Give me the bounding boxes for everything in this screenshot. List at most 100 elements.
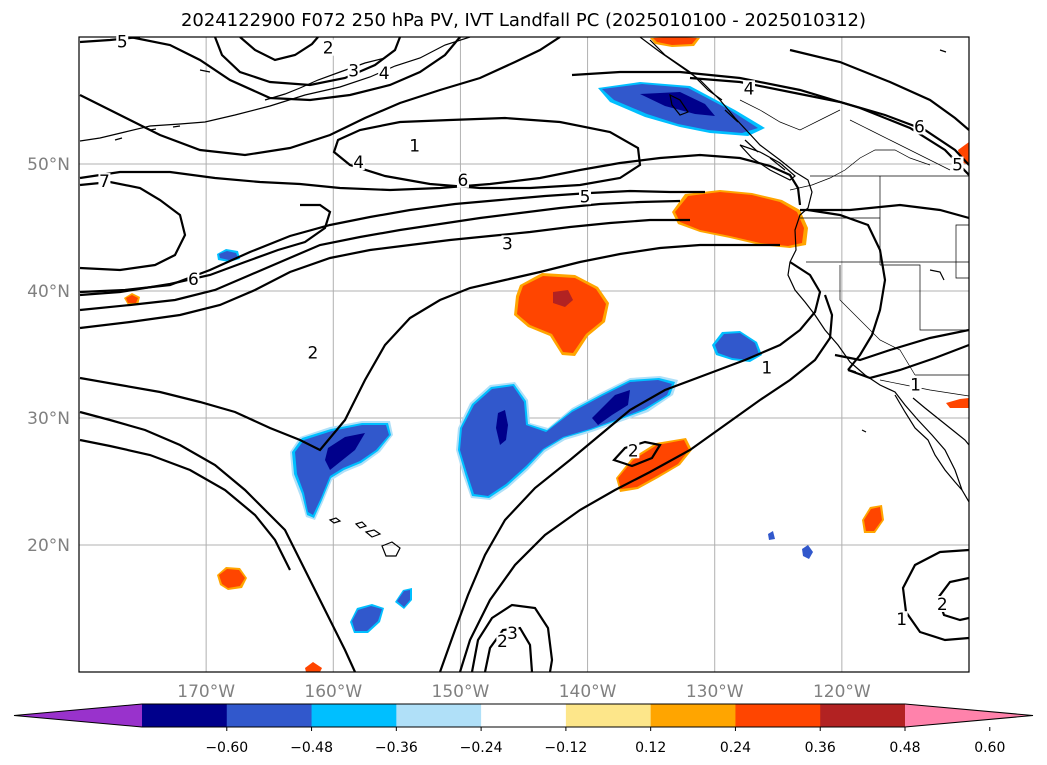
contour-label-bg <box>187 270 200 287</box>
shade-pos-west-small-in <box>126 295 138 303</box>
contour-label-bg <box>936 595 949 612</box>
contour-label: 1 <box>910 375 921 395</box>
contour-label: 2 <box>323 39 334 59</box>
shade-neg-bc-core <box>640 92 715 116</box>
shade-pos-mid-core <box>553 290 573 307</box>
colorbar-segment <box>735 704 821 727</box>
contour-label: 5 <box>580 187 591 207</box>
shade-pos-mid <box>517 276 606 353</box>
contour-label: 5 <box>117 32 128 52</box>
map-title: 2024122900 F072 250 hPa PV, IVT Landfall… <box>180 10 867 31</box>
contour-label-bg <box>760 359 773 376</box>
contour-4-north <box>129 37 461 102</box>
contour-label-bg <box>306 344 319 361</box>
contour-label: 3 <box>507 624 518 644</box>
contour-2-south-loop <box>79 438 291 571</box>
contour-label: 2 <box>937 595 948 615</box>
contour-1-main <box>79 410 357 672</box>
shade-neg-central-core1 <box>496 410 508 445</box>
contour-label-bg <box>506 625 519 642</box>
colorbar-segment <box>311 704 397 727</box>
contour-label-bg <box>456 171 469 188</box>
contour-label-bg <box>951 156 964 173</box>
shade-neg-tiny-2 <box>768 531 775 540</box>
contour-label: 7 <box>99 172 110 192</box>
contour-2-central <box>438 261 822 672</box>
shade-pos-hawaii-sw <box>219 569 245 588</box>
lat-tick-label: 40°N <box>27 282 70 302</box>
colorbar-segment <box>142 704 228 727</box>
colorbar-extend-high <box>905 704 1033 727</box>
lon-tick-label: 120°W <box>813 682 871 702</box>
contour-label: 6 <box>188 270 199 290</box>
shade-pos-bottom-small <box>305 662 322 672</box>
contour-2-closed-se <box>612 440 662 468</box>
lon-tick-label: 160°W <box>304 682 362 702</box>
shade-neg-small-dateline-in <box>219 251 238 260</box>
contour-label: 2 <box>308 344 319 364</box>
contour-label-bg <box>378 65 391 82</box>
contour-6-main <box>79 153 802 206</box>
contour-label-bg <box>116 33 129 50</box>
colorbar-tick-label: −0.12 <box>544 740 587 756</box>
plot-frame <box>78 36 970 673</box>
contour-label-bg <box>743 80 756 97</box>
colorbar-segment <box>481 704 567 727</box>
colorbar-tick-label: −0.24 <box>460 740 503 756</box>
contour-4-main <box>79 199 681 312</box>
colorbar-tick-label: −0.60 <box>205 740 248 756</box>
colorbar-segment <box>820 704 906 727</box>
shade-neg-tiny-1 <box>802 545 813 559</box>
contour-label: 1 <box>761 359 772 379</box>
contour-label: 4 <box>379 64 390 84</box>
contour-label: 6 <box>914 117 925 137</box>
contour-6-right <box>789 48 969 131</box>
shade-pos-se-small <box>864 507 882 531</box>
lon-tick-label: 150°W <box>432 682 490 702</box>
contour-7-west <box>79 180 187 272</box>
contour-label-bg <box>496 632 509 649</box>
contour-label: 2 <box>497 632 508 652</box>
contour-3-north <box>213 37 402 87</box>
contour-1-east <box>458 294 834 672</box>
contour-1-sloop <box>901 548 969 642</box>
contour-1-se <box>847 343 969 380</box>
contour-label-bg <box>347 62 360 79</box>
contour-1-closed <box>332 116 642 190</box>
contour-label-bg <box>98 173 111 190</box>
colorbar-tick-label: 0.12 <box>635 740 666 756</box>
lon-tick-label: 140°W <box>559 682 617 702</box>
shade-neg-west-core <box>325 433 365 470</box>
contour-label-bg <box>627 442 640 459</box>
colorbar-tick-label: −0.36 <box>375 740 418 756</box>
contour-label-bg <box>352 154 365 170</box>
colorbar-segment <box>226 704 313 727</box>
contour-label-bg <box>579 188 592 205</box>
contour-5-right <box>571 70 969 176</box>
contour-label-bg <box>408 137 421 154</box>
contour-2-north <box>239 37 319 62</box>
contour-3-main <box>79 218 690 330</box>
shade-pos-top <box>653 37 697 45</box>
contour-label: 1 <box>896 610 907 630</box>
shade-pos-right-low <box>946 398 969 408</box>
lon-tick-label: 130°W <box>686 682 744 702</box>
plot-area <box>79 37 969 672</box>
shade-neg-south-1-in <box>352 606 382 631</box>
colorbar-tick-label: 0.48 <box>889 740 920 756</box>
colorbar-tick-label: 0.36 <box>805 740 836 756</box>
contour-4-east <box>800 203 969 220</box>
latitude-labels: 20°N 30°N 40°N 50°N <box>27 155 70 556</box>
colorbar-segment <box>396 704 482 727</box>
lat-tick-label: 30°N <box>27 409 70 429</box>
contour-3-sw <box>470 603 554 672</box>
contour-label: 2 <box>628 441 639 461</box>
contour-5-north <box>79 37 561 157</box>
contour-label: 4 <box>353 153 364 173</box>
contour-label-bg <box>913 118 926 135</box>
contour-2-main <box>79 243 780 452</box>
shade-neg-south-2-in <box>397 590 410 607</box>
shade-neg-central-core2 <box>592 390 630 425</box>
